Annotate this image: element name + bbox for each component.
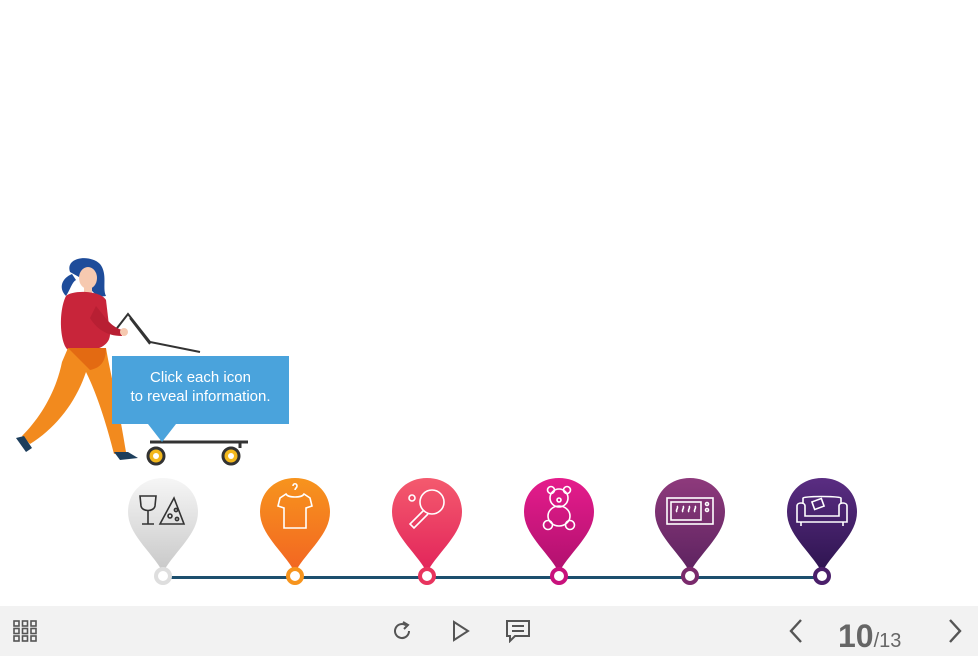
wine-pizza-icon <box>139 495 186 525</box>
replay-button[interactable] <box>387 616 417 646</box>
play-icon <box>453 620 470 642</box>
grid-icon <box>13 620 37 642</box>
comment-icon <box>506 620 530 643</box>
teddy-bear-icon <box>542 485 576 531</box>
player-control-bar: 10/13 <box>0 606 978 656</box>
next-button[interactable] <box>940 616 970 646</box>
microwave-icon <box>666 497 714 525</box>
menu-grid-button[interactable] <box>10 616 40 646</box>
notes-button[interactable] <box>503 616 533 646</box>
pin-food-drink[interactable] <box>126 476 200 585</box>
replay-icon <box>394 621 411 640</box>
pin-furniture[interactable] <box>785 476 859 585</box>
play-button[interactable] <box>446 616 476 646</box>
pin-toys[interactable] <box>522 476 596 585</box>
total-pages: 13 <box>879 630 902 652</box>
current-page: 10 <box>838 618 874 654</box>
instruction-tooltip: Click each icon to reveal information. <box>112 356 289 424</box>
timeline-line <box>163 576 823 579</box>
sofa-icon <box>796 495 848 526</box>
pin-clothing[interactable] <box>258 476 332 585</box>
chevron-left-icon <box>789 619 802 643</box>
tshirt-icon <box>277 482 313 529</box>
tooltip-line-1: Click each icon <box>150 369 251 386</box>
shopper-illustration <box>16 258 248 466</box>
slide-stage: Click each icon to reveal information. <box>16 258 859 585</box>
pin-sports[interactable] <box>390 476 464 585</box>
tooltip-arrow <box>148 424 176 442</box>
previous-button[interactable] <box>781 616 811 646</box>
page-counter: 10/13 <box>838 618 901 655</box>
ping-pong-icon <box>408 489 445 530</box>
tooltip-line-2: to reveal information. <box>130 388 271 405</box>
page-separator: / <box>873 630 880 652</box>
chevron-right-icon <box>949 619 962 643</box>
pin-appliances[interactable] <box>653 476 727 585</box>
